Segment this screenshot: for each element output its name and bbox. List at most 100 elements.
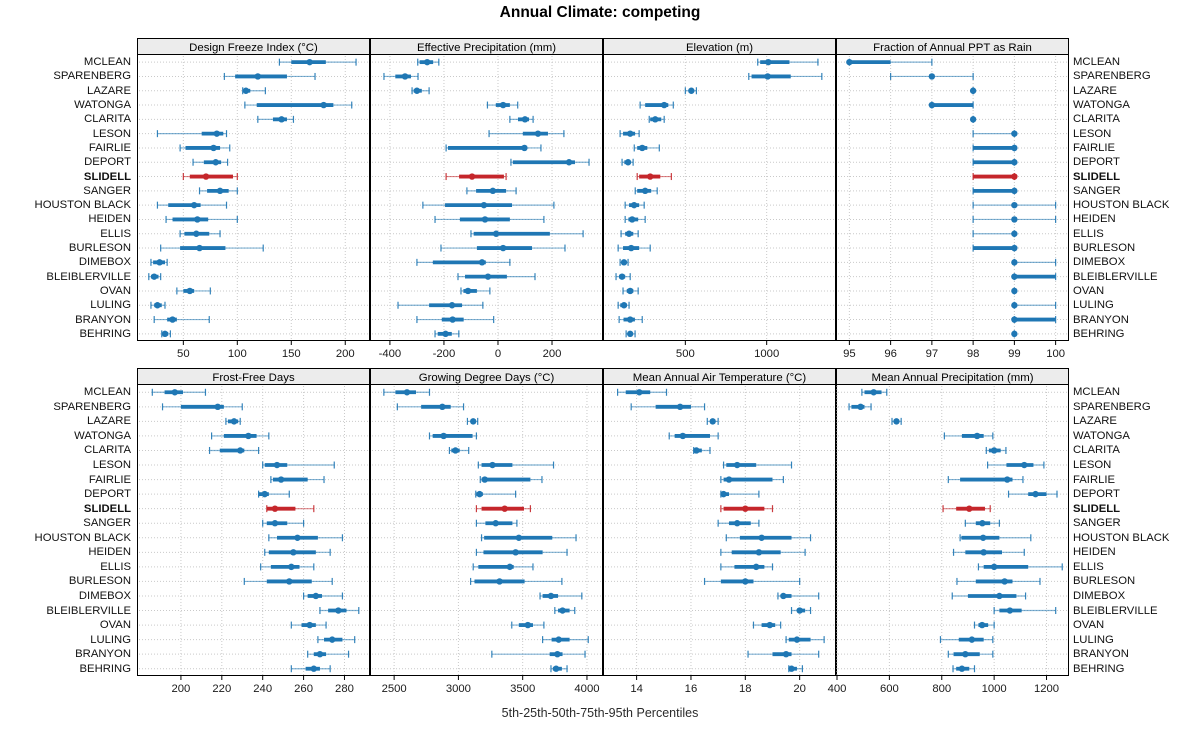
median-dot [469, 418, 477, 425]
median-dot [480, 201, 488, 209]
median-dot [464, 287, 472, 295]
station-label-left-sanger: SANGER [83, 517, 131, 530]
median-dot [755, 549, 763, 556]
series-heiden [434, 215, 545, 223]
station-label-left-leson: LESON [92, 127, 131, 140]
series-sanger [964, 519, 1000, 527]
series-dimebox [1011, 258, 1057, 266]
median-dot [962, 650, 969, 658]
station-label-left-fairlie: FAIRLIE [88, 141, 131, 154]
median-dot [156, 259, 163, 266]
median-dot [186, 287, 194, 295]
station-label-left-bleiblerville: BLEIBLERVILLE [46, 270, 131, 283]
median-dot [492, 520, 499, 527]
series-mclean [278, 58, 357, 66]
median-dot [758, 534, 765, 541]
median-dot [1001, 578, 1008, 585]
series-leson [972, 130, 1018, 138]
panel-frost-free-days: Frost-Free Days 200 220 240 260 280 [137, 368, 370, 695]
median-dot [1011, 330, 1018, 338]
station-label-left-fairlie: FAIRLIE [88, 473, 131, 486]
series-sanger [466, 187, 517, 195]
series-burleson [617, 244, 651, 252]
median-dot [448, 302, 456, 309]
median-dot [277, 476, 285, 483]
station-label-right-houston-black: HOUSTON BLACK [1073, 199, 1170, 212]
series-sanger [475, 519, 518, 527]
station-label-left-branyon: BRANYON [75, 648, 131, 661]
median-dot [288, 563, 295, 571]
station-label-right-dimebox: DIMEBOX [1073, 256, 1126, 269]
series-ellis [179, 230, 221, 238]
series-heiden [720, 548, 806, 556]
series-branyon [491, 650, 586, 658]
median-dot [254, 73, 262, 80]
median-dot [764, 73, 771, 80]
median-dot [501, 505, 508, 512]
x-tick-label: 1000 [982, 683, 1007, 695]
median-dot [688, 87, 695, 94]
station-label-left-luling: LULING [90, 633, 131, 646]
series-heiden [952, 548, 1025, 556]
series-deport [510, 158, 590, 166]
series-sanger [972, 187, 1018, 195]
series-leson [477, 461, 555, 469]
median-dot [793, 636, 801, 643]
x-tick-label: 800 [932, 683, 951, 695]
median-dot [893, 418, 900, 425]
series-ellis [977, 563, 1063, 571]
station-label-left-sparenberg: SPARENBERG [53, 400, 131, 413]
series-deport [720, 490, 760, 498]
station-label-right-heiden: HEIDEN [1073, 546, 1116, 559]
series-watonga [639, 101, 674, 109]
series-leson [156, 130, 228, 138]
median-dot [310, 665, 318, 672]
series-branyon [947, 650, 994, 658]
median-dot [1011, 244, 1018, 252]
series-sparenberg [383, 72, 419, 80]
station-label-left-slidell: SLIDELL [83, 170, 131, 183]
series-bleiblerville [148, 273, 162, 281]
median-dot [969, 116, 977, 123]
series-deport [258, 490, 290, 498]
median-dot [676, 403, 684, 411]
gridlines [838, 56, 1067, 340]
median-dot [636, 389, 643, 396]
station-label-right-sparenberg: SPARENBERG [1073, 400, 1151, 413]
plot-frame [137, 384, 370, 676]
series-behring [952, 665, 976, 673]
series-clarita [208, 446, 260, 454]
series-burleson [160, 244, 264, 252]
plot-frame [836, 384, 1069, 676]
series-fairlie [947, 476, 1024, 484]
median-dot [245, 432, 252, 440]
median-dot [693, 447, 700, 454]
series-branyon [153, 316, 210, 324]
series-burleson [703, 577, 801, 585]
x-tick-label: -200 [433, 348, 456, 360]
series-dimebox [539, 592, 583, 600]
x-axis: 2500 3000 3500 4000 [382, 675, 600, 695]
station-label-right-lazare: LAZARE [1073, 415, 1117, 428]
series-watonga [210, 432, 270, 440]
station-label-left-sanger: SANGER [83, 184, 131, 197]
median-dot [154, 302, 161, 309]
series-leson [262, 461, 335, 469]
median-dot [978, 621, 986, 629]
series-deport [192, 158, 229, 166]
panel-strip-title: Frost-Free Days [212, 372, 295, 384]
series-leson [619, 130, 640, 138]
plot-frame [137, 54, 370, 341]
x-tick-label: 1200 [1034, 683, 1059, 695]
median-dot [782, 650, 790, 658]
x-tick-label: 3000 [446, 683, 471, 695]
station-label-right-ovan: OVAN [1073, 619, 1105, 632]
series-branyon [307, 650, 350, 658]
x-axis: 95 96 97 98 99 100 [843, 340, 1065, 360]
x-tick-label: 95 [843, 348, 856, 360]
x-tick-label: 97 [926, 348, 939, 360]
station-label-right-luling: LULING [1073, 633, 1114, 646]
station-label-right-behring: BEHRING [1073, 327, 1125, 340]
panel-strip-title: Fraction of Annual PPT as Rain [873, 42, 1032, 54]
median-dot [870, 389, 877, 396]
